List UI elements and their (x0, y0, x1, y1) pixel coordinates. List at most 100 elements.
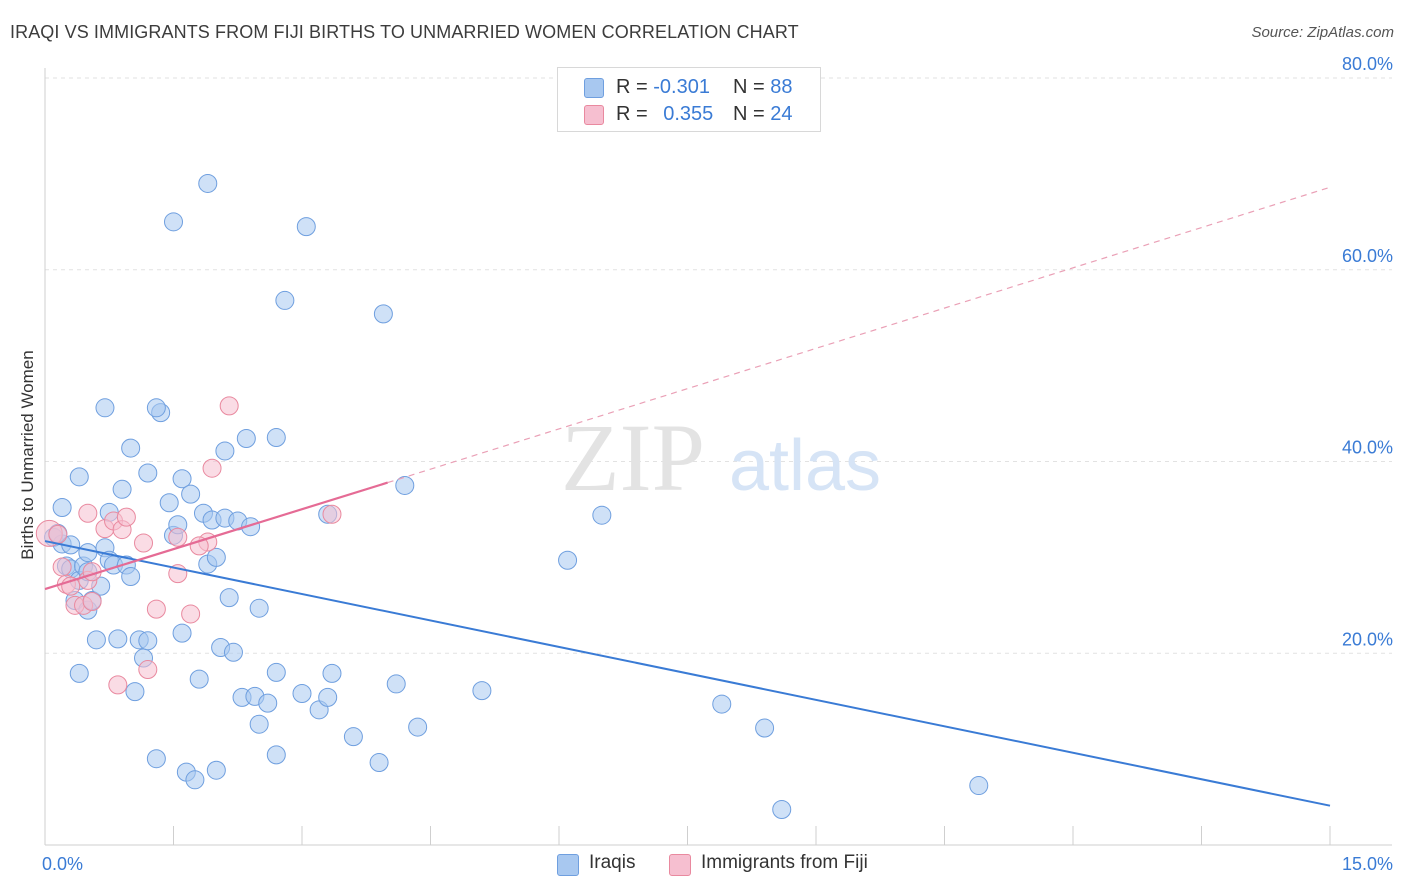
iraqis-point (266, 428, 286, 448)
iraqis-point (69, 467, 89, 487)
chart-title: IRAQI VS IMMIGRANTS FROM FIJI BIRTHS TO … (10, 22, 799, 42)
iraqis-point (292, 684, 312, 704)
fiji-point (138, 660, 158, 680)
iraqis-point (343, 727, 363, 747)
fiji-point (134, 533, 154, 553)
iraqis-point (86, 630, 106, 650)
iraqis-point (755, 718, 775, 738)
iraqis-point (69, 663, 89, 683)
iraqis-point (369, 753, 389, 773)
iraqis-point (146, 398, 166, 418)
iraqis-point (121, 438, 141, 458)
iraqis-point (112, 479, 132, 499)
iraqis-point (386, 674, 406, 694)
x-tick-label: 15.0% (1342, 854, 1393, 874)
iraqis-point (206, 760, 226, 780)
y-tick-label: 40.0% (1342, 438, 1393, 458)
iraqis-point (249, 714, 269, 734)
fiji-point (219, 396, 239, 416)
iraqis-point (472, 681, 492, 701)
iraqis-point (266, 745, 286, 765)
iraqis-point (181, 484, 201, 504)
iraqis-point (241, 517, 261, 537)
legend-label-fiji: Immigrants from Fiji (701, 852, 868, 873)
iraqis-point (125, 682, 145, 702)
iraqis-point (558, 550, 578, 570)
iraqis-point (592, 505, 612, 525)
fiji-point (322, 504, 342, 524)
y-tick-label: 60.0% (1342, 246, 1393, 266)
y-tick-label: 80.0% (1342, 54, 1393, 74)
legend-row-fiji: R = 0.355 N = 24 (558, 103, 820, 133)
iraqis-point (164, 212, 183, 232)
fiji-point (146, 599, 166, 619)
iraqis-point (373, 304, 393, 324)
fiji-point (116, 507, 136, 527)
legend-swatch-fiji-bottom (669, 854, 691, 876)
legend-r-fiji: R = 0.355 (616, 103, 714, 125)
iraqis-point (189, 669, 209, 689)
iraqis-trend-line (44, 540, 1331, 807)
legend-swatch-iraqis-bottom (557, 854, 579, 876)
fiji-point (202, 458, 222, 478)
iraqis-point (712, 694, 732, 714)
y-tick-label: 20.0% (1342, 629, 1393, 649)
legend-row-iraqis: R = -0.301 N = 88 (558, 76, 820, 106)
iraqis-point (408, 717, 428, 737)
iraqis-point (78, 543, 98, 563)
watermark-atlas: atlas (729, 426, 881, 506)
fiji-point (82, 591, 102, 611)
iraqis-point (318, 687, 338, 707)
x-tick-label: 0.0% (42, 854, 83, 874)
axes (44, 68, 1392, 846)
legend-n-iraqis: N = 88 (733, 76, 793, 98)
fiji-trend-line (44, 481, 388, 591)
fiji-point (52, 557, 72, 577)
fiji-point (168, 527, 188, 547)
iraqis-point (395, 475, 415, 495)
iraqis-point (236, 428, 256, 448)
iraqis-point (296, 217, 316, 237)
fiji-point (48, 524, 68, 544)
iraqis-point (138, 463, 158, 483)
grid-lines (45, 77, 1392, 654)
iraqis-point (258, 693, 278, 713)
iraqis-point (172, 623, 192, 643)
iraqis-point (266, 662, 286, 682)
iraqis-point (172, 469, 192, 489)
iraqis-point (52, 498, 72, 518)
tick-labels: 20.0% 40.0% 60.0% 80.0% 0.0% 15.0% (42, 54, 1393, 874)
data-points (35, 173, 989, 820)
iraqis-point (275, 290, 295, 310)
legend-swatch-iraqis (584, 78, 604, 98)
iraqis-point (185, 770, 205, 790)
watermark: ZIP atlas (561, 404, 881, 511)
legend-n-fiji: N = 24 (733, 103, 793, 125)
fiji-point (181, 604, 201, 624)
iraqis-point (146, 749, 166, 769)
iraqis-point (206, 547, 226, 567)
iraqis-point (159, 493, 179, 513)
legend-swatch-fiji (584, 105, 604, 125)
iraqis-point (138, 631, 158, 651)
iraqis-point (108, 629, 128, 649)
iraqis-point (223, 642, 243, 662)
fiji-point (78, 503, 98, 523)
legend-label-iraqis: Iraqis (589, 852, 636, 873)
iraqis-point (249, 598, 269, 618)
iraqis-point (121, 567, 141, 587)
iraqis-point (322, 663, 342, 683)
legend-stats: R = -0.301 N = 88 R = 0.355 N = 24 (557, 67, 821, 132)
legend-r-iraqis: R = -0.301 (616, 76, 710, 98)
iraqis-point (969, 776, 989, 796)
iraqis-point (219, 588, 239, 608)
trend-lines (44, 186, 1331, 807)
iraqis-point (215, 441, 235, 461)
iraqis-point (772, 800, 792, 820)
iraqis-point (198, 173, 218, 193)
fiji-point (108, 675, 128, 695)
source-label: Source: ZipAtlas.com (1251, 24, 1394, 41)
iraqis-point (95, 398, 115, 418)
watermark-zip: ZIP (561, 404, 705, 511)
